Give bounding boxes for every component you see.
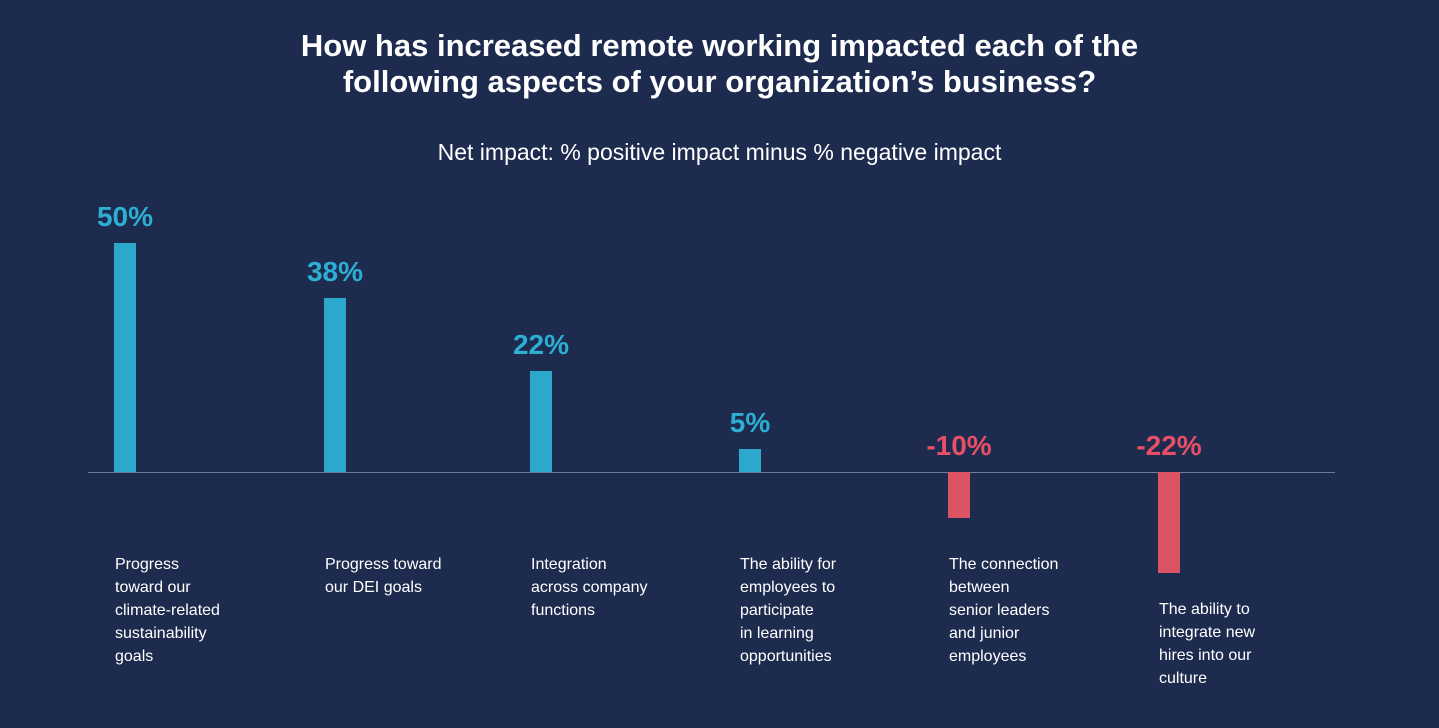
chart-subtitle: Net impact: % positive impact minus % ne…: [437, 139, 1002, 165]
bar: [948, 472, 970, 518]
bar-value-label: -10%: [926, 430, 992, 461]
bar: [1158, 472, 1180, 573]
bar: [739, 449, 761, 472]
category-label: The ability for employees to participate…: [740, 556, 837, 665]
bar: [324, 298, 346, 472]
bar: [530, 371, 552, 472]
bar-value-label: -22%: [1136, 430, 1202, 461]
bar-value-label: 38%: [306, 256, 364, 287]
category-label: Integration across company functions: [531, 556, 648, 619]
category-label: The connection between senior leaders an…: [949, 556, 1059, 665]
category-label: Progress toward our climate-related sust…: [115, 556, 220, 665]
bar: [114, 243, 136, 472]
bar-value-label: 5%: [729, 407, 771, 438]
bar-value-label: 50%: [96, 201, 154, 232]
category-label: Progress toward our DEI goals: [325, 556, 442, 596]
bar-value-label: 22%: [512, 329, 570, 360]
category-label: The ability to integrate new hires into …: [1159, 601, 1256, 687]
chart-title: How has increased remote working impacte…: [300, 28, 1139, 99]
x-axis-line: [88, 472, 1335, 473]
